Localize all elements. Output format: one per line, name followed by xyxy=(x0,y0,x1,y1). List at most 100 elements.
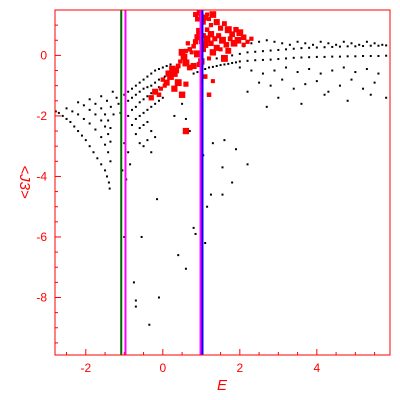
red-square-point xyxy=(222,21,227,27)
black-dot-point xyxy=(82,104,85,107)
black-dot-point xyxy=(138,101,141,104)
red-square-point xyxy=(148,95,154,101)
black-dot-point xyxy=(285,66,288,69)
black-dot-point xyxy=(157,99,160,102)
red-square-point xyxy=(171,85,178,92)
black-dot-point xyxy=(154,102,157,105)
black-dot-point xyxy=(377,72,380,75)
black-dot-point xyxy=(285,57,288,60)
red-square-point xyxy=(213,19,220,26)
black-dot-point xyxy=(254,50,257,53)
black-dot-point xyxy=(385,96,388,99)
black-dot-point xyxy=(269,58,272,61)
red-square-point xyxy=(230,39,238,47)
black-dot-point xyxy=(250,42,253,45)
black-dot-point xyxy=(221,193,224,196)
red-square-point xyxy=(245,39,250,44)
red-square-point xyxy=(193,12,199,18)
black-dot-point xyxy=(184,117,187,120)
black-dot-point xyxy=(104,143,107,146)
red-square-point xyxy=(229,31,235,38)
black-dot-point xyxy=(157,68,160,71)
black-dot-point xyxy=(100,107,103,110)
x-tick-label: 0 xyxy=(159,361,166,375)
black-dot-point xyxy=(131,87,134,90)
y-tick-label: 0 xyxy=(40,48,47,62)
black-dot-point xyxy=(150,72,153,75)
black-dot-point xyxy=(261,50,264,53)
black-dot-point xyxy=(131,124,134,126)
black-dot-point xyxy=(112,113,115,116)
black-dot-point xyxy=(362,87,365,90)
red-square-point xyxy=(156,92,162,98)
black-dot-point xyxy=(246,59,249,62)
red-square-point xyxy=(203,35,211,43)
black-dot-point xyxy=(234,148,237,151)
black-dot-point xyxy=(231,181,234,184)
red-square-point xyxy=(202,14,209,21)
red-square-point xyxy=(224,26,232,34)
red-square-point xyxy=(216,33,222,39)
black-dot-point xyxy=(323,55,326,58)
red-square-point xyxy=(189,50,194,55)
black-dot-point xyxy=(173,114,176,117)
red-square-point xyxy=(209,11,217,18)
red-square-point xyxy=(171,70,178,77)
black-dot-point xyxy=(346,45,349,48)
black-dot-point xyxy=(250,69,253,72)
black-dot-point xyxy=(96,157,99,160)
red-square-point xyxy=(196,27,203,35)
black-dot-point xyxy=(238,66,241,69)
black-dot-point xyxy=(134,105,137,108)
red-square-point xyxy=(206,56,212,61)
black-dot-point xyxy=(88,98,91,101)
black-dot-point xyxy=(246,163,249,166)
red-square-point xyxy=(202,74,208,79)
y-tick-label: -8 xyxy=(36,291,47,305)
black-dot-point xyxy=(138,142,141,145)
red-square-point xyxy=(152,88,159,95)
black-dot-point xyxy=(238,52,241,55)
black-dot-point xyxy=(84,139,87,142)
black-dot-point xyxy=(277,58,280,61)
black-dot-point xyxy=(358,43,361,46)
black-dot-point xyxy=(88,145,91,148)
y-tick-label: -2 xyxy=(36,109,47,123)
black-dot-point xyxy=(127,151,130,154)
black-dot-point xyxy=(165,64,168,67)
black-dot-point xyxy=(211,65,214,68)
black-dot-point xyxy=(265,39,268,42)
black-dot-point xyxy=(381,43,384,46)
black-dot-point xyxy=(134,117,137,120)
black-dot-point xyxy=(315,80,318,83)
black-dot-point xyxy=(273,40,276,43)
red-square-point xyxy=(180,53,188,61)
black-dot-point xyxy=(346,99,349,102)
black-dot-point xyxy=(146,108,149,111)
black-dot-point xyxy=(281,78,284,81)
black-dot-point xyxy=(94,128,97,131)
black-dot-point xyxy=(292,87,295,90)
black-dot-point xyxy=(146,139,149,142)
red-square-point xyxy=(190,62,197,70)
red-square-point xyxy=(183,81,189,87)
red-square-point xyxy=(249,36,254,41)
black-dot-point xyxy=(107,133,110,136)
black-dot-point xyxy=(296,40,299,43)
black-dot-point xyxy=(331,45,334,48)
black-dot-point xyxy=(285,48,288,51)
red-square-point xyxy=(236,29,244,37)
black-dot-point xyxy=(134,305,137,308)
black-dot-point xyxy=(331,55,334,58)
black-dot-point xyxy=(331,69,334,72)
red-square-point xyxy=(207,17,212,22)
black-dot-point xyxy=(146,75,149,78)
black-dot-point xyxy=(354,55,357,58)
black-dot-point xyxy=(115,96,118,99)
black-dot-point xyxy=(100,136,103,139)
black-dot-point xyxy=(304,83,307,86)
black-dot-point xyxy=(134,84,137,87)
vertical-lines xyxy=(120,10,204,355)
red-square-point xyxy=(158,86,163,91)
black-dot-point xyxy=(327,90,330,93)
